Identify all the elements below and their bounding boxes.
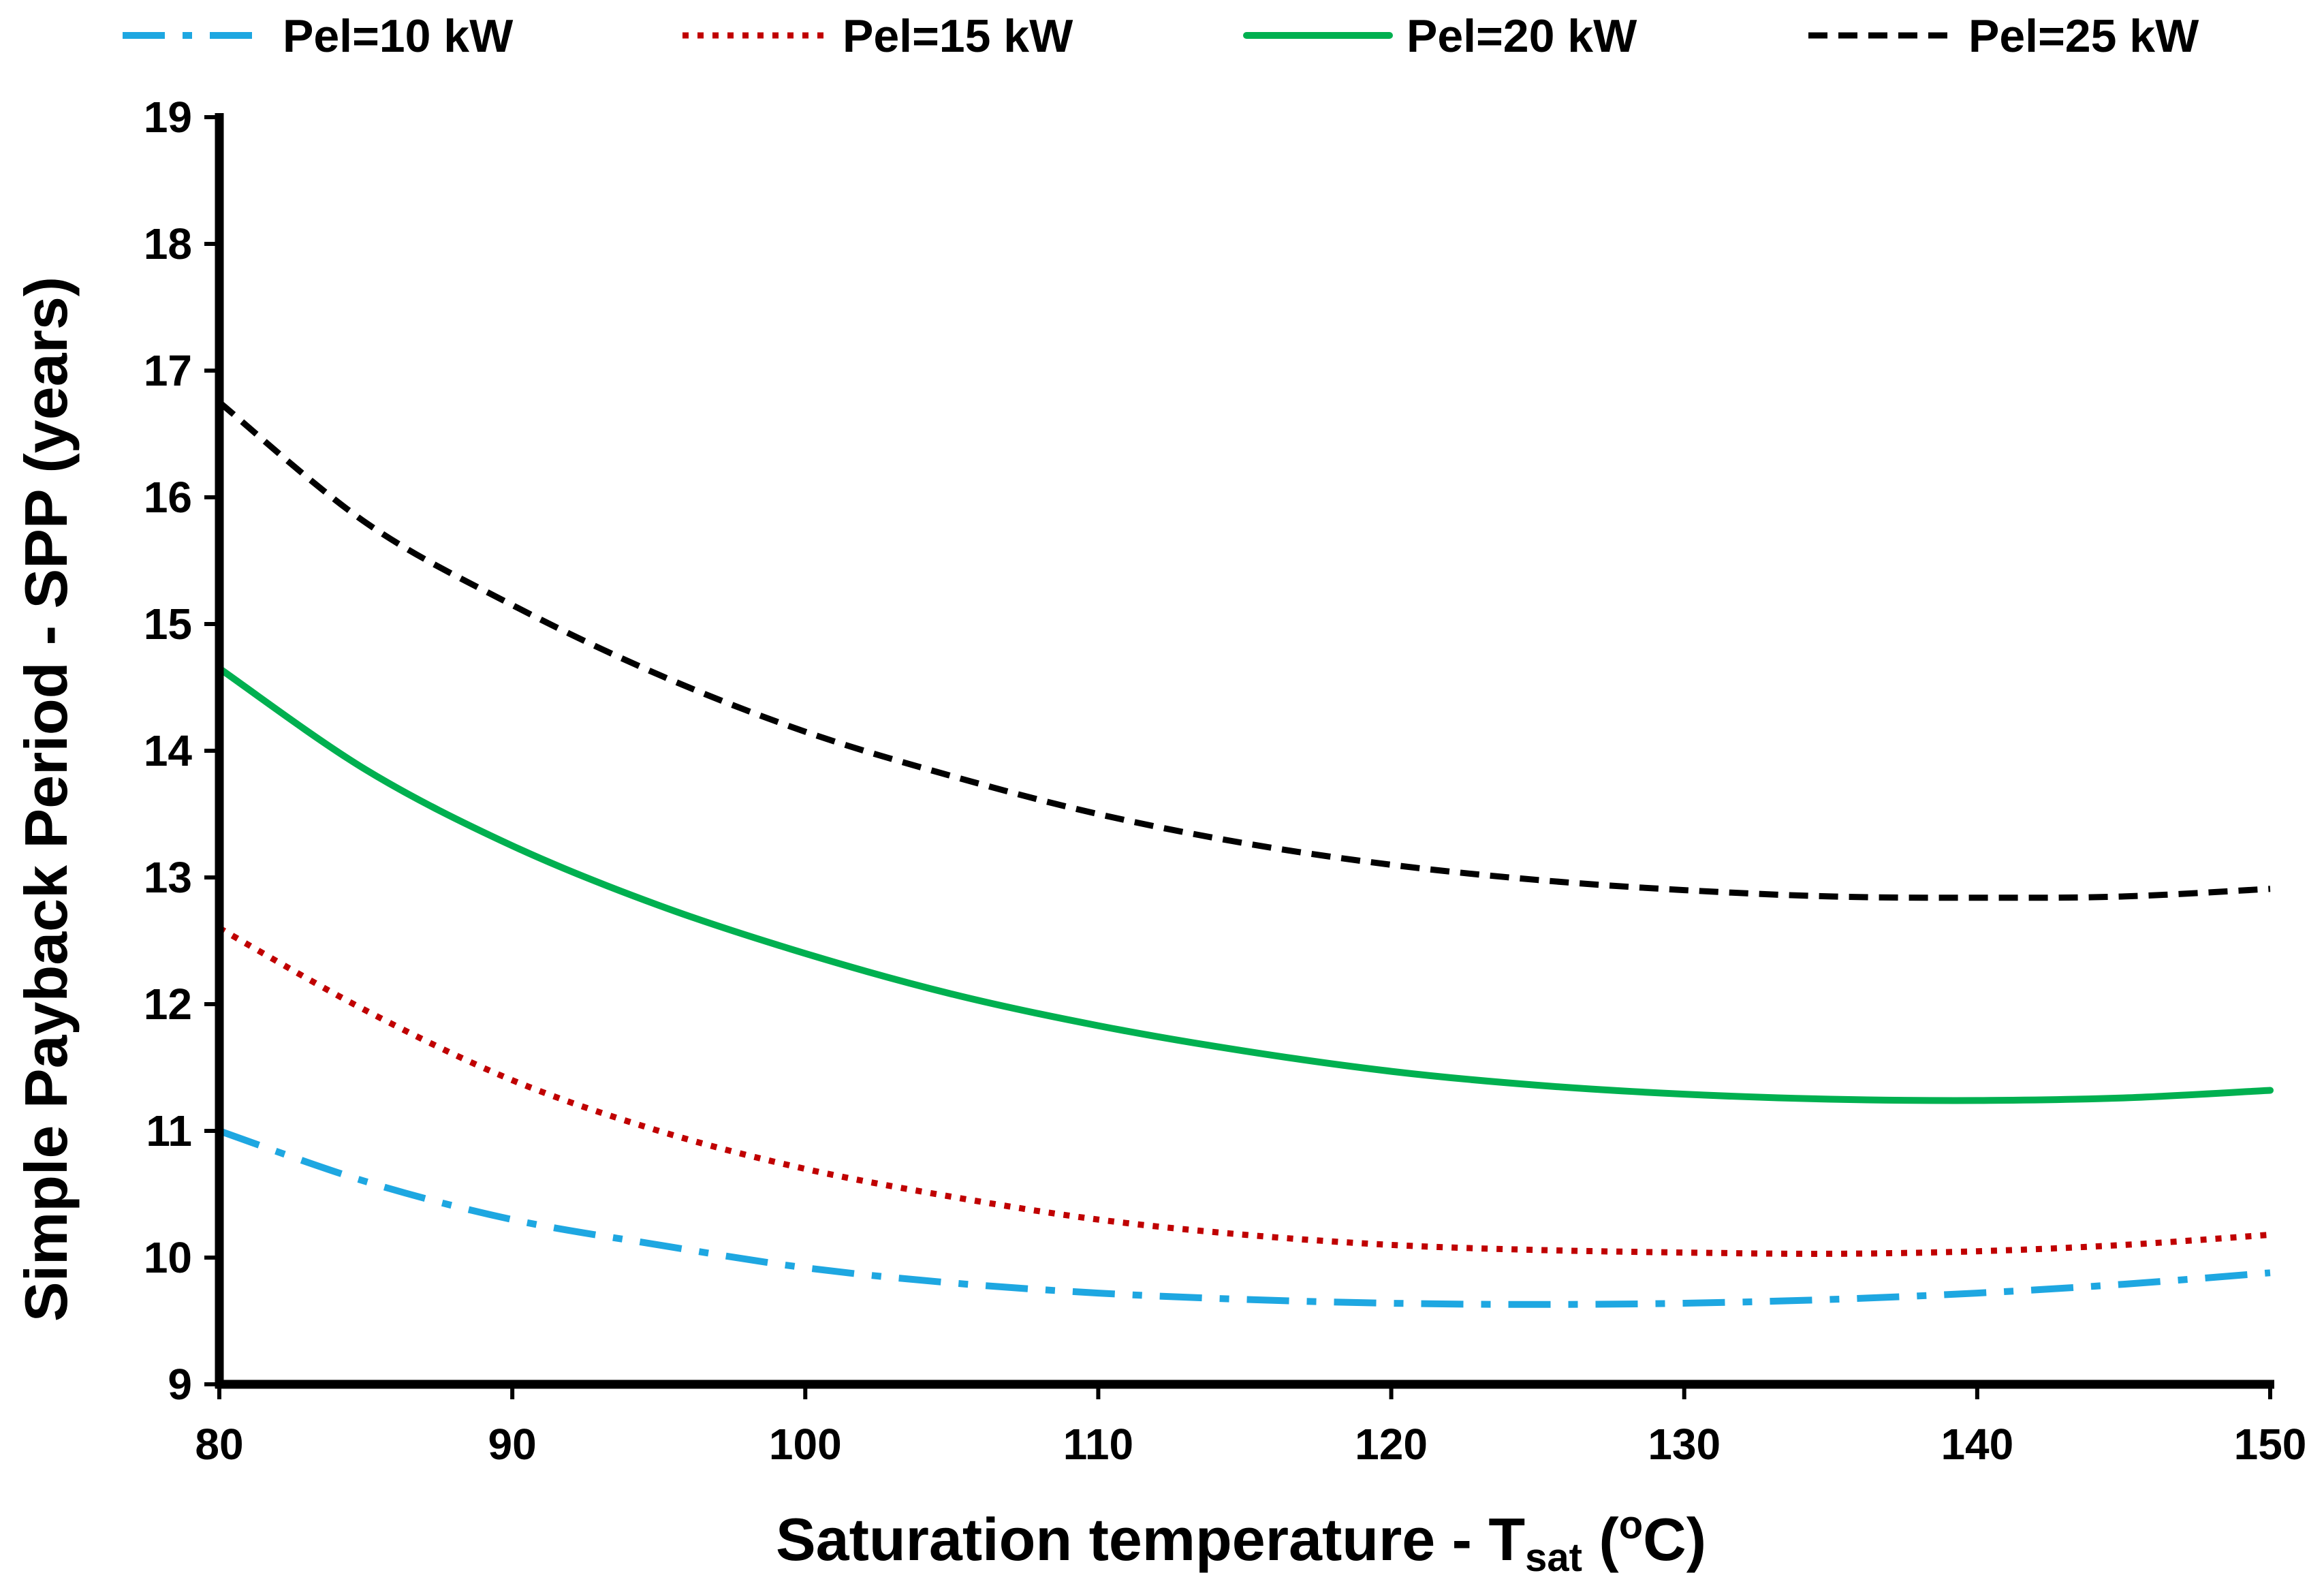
legend-label: Pel=15 kW [843, 10, 1073, 62]
y-tick-label: 13 [144, 853, 192, 902]
y-tick-label: 9 [168, 1360, 192, 1409]
y-tick-label: 17 [144, 346, 192, 395]
x-axis-ticks: 80 90 100 110 120 130 140 150 [195, 1384, 2306, 1469]
x-axis-title-unit-close: C) [1643, 1506, 1706, 1573]
x-axis-title-unit-superscript: o [1619, 1503, 1643, 1547]
y-tick-label: 16 [144, 473, 192, 522]
x-tick-label: 120 [1355, 1420, 1428, 1469]
x-axis-title-subscript: sat [1525, 1536, 1582, 1580]
x-tick-label: 130 [1648, 1420, 1721, 1469]
x-tick-label: 140 [1941, 1420, 2013, 1469]
series-line-pel-10-kw [218, 1127, 2271, 1308]
x-axis-title: Saturation temperature - Tsat (oC) [776, 1503, 1706, 1580]
x-tick-label: 150 [2234, 1420, 2307, 1469]
series-line-pel-15-kw [217, 925, 2271, 1257]
legend-label: Pel=20 kW [1407, 10, 1637, 62]
y-tick-label: 19 [144, 93, 192, 142]
x-tick-label: 80 [195, 1420, 243, 1469]
x-tick-label: 110 [1063, 1420, 1133, 1469]
y-tick-label: 10 [144, 1233, 192, 1282]
y-axis-title: Simple Payback Period - SPP (years) [12, 277, 80, 1322]
series-line-pel-20-kw [216, 665, 2274, 1104]
series-line-pel-25-kw [217, 400, 2271, 901]
y-tick-label: 12 [144, 980, 192, 1029]
x-tick-label: 100 [769, 1420, 842, 1469]
series-layer [216, 400, 2274, 1308]
x-axis-title-unit-open: ( [1582, 1506, 1619, 1573]
y-tick-label: 18 [144, 219, 192, 268]
y-tick-label: 11 [146, 1106, 192, 1155]
x-axis-title-main: Saturation temperature - T [776, 1506, 1525, 1573]
x-tick-label: 90 [488, 1420, 537, 1469]
legend-label: Pel=10 kW [283, 10, 514, 62]
legend: Pel=10 kW Pel=15 kW Pel=20 kW Pel=25 kW [123, 10, 2199, 62]
y-tick-label: 14 [144, 726, 193, 775]
y-tick-label: 15 [144, 600, 192, 649]
legend-label: Pel=25 kW [1968, 10, 2199, 62]
y-axis-ticks: 9 10 11 12 13 14 15 16 17 18 19 [144, 93, 219, 1409]
